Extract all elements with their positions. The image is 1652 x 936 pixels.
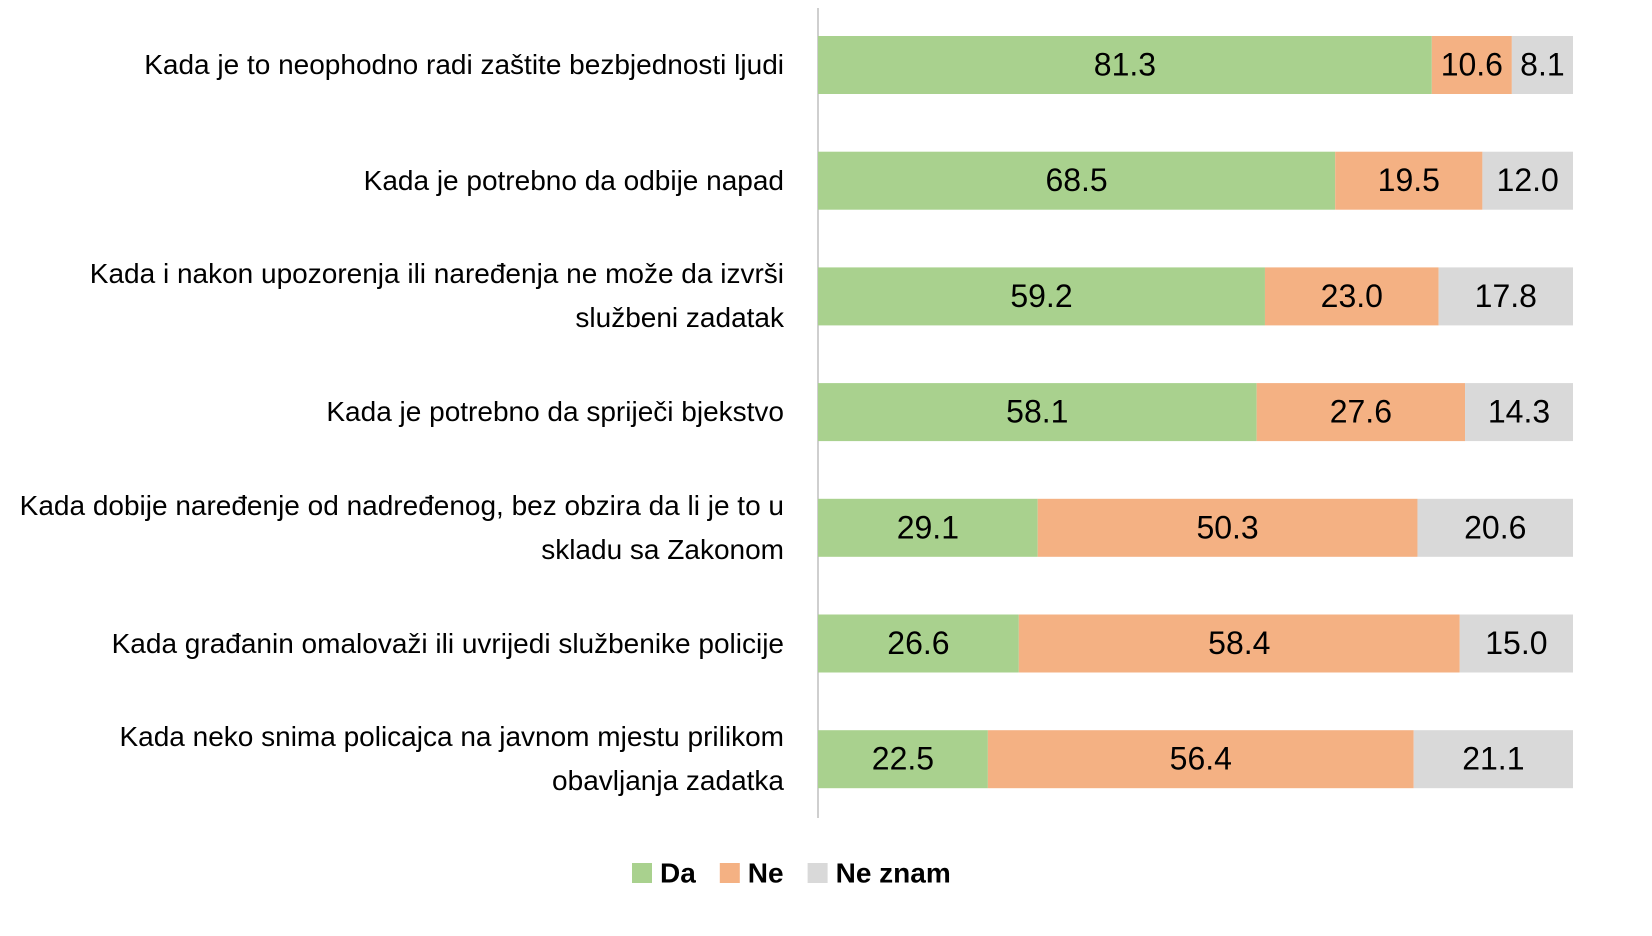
value-label: 56.4	[1170, 741, 1232, 777]
bar-segment	[1018, 614, 1460, 673]
value-label: 19.5	[1378, 162, 1440, 198]
legend-label: Ne	[748, 857, 784, 888]
value-label: 15.0	[1485, 625, 1547, 661]
value-label: 12.0	[1497, 162, 1559, 198]
value-label: 22.5	[872, 741, 934, 777]
bar-segment	[1438, 267, 1573, 326]
value-label: 59.2	[1010, 278, 1072, 314]
bar-segment	[1417, 498, 1573, 557]
bar-segment	[818, 36, 1432, 94]
bar-segment	[987, 730, 1414, 789]
value-label: 10.6	[1441, 46, 1503, 82]
bar-segment	[818, 151, 1336, 210]
value-label: 14.3	[1488, 394, 1550, 430]
bar-segment	[1431, 36, 1512, 94]
bar-segment	[1482, 151, 1573, 210]
category-label: Kada je potrebno da odbije napad	[363, 164, 784, 196]
value-label: 20.6	[1464, 509, 1526, 545]
value-label: 58.1	[1006, 394, 1068, 430]
bar-segment	[818, 614, 1019, 673]
category-label: Kada neko snima policajca na javnom mjes…	[119, 721, 784, 797]
value-label: 21.1	[1462, 741, 1524, 777]
legend-swatch	[719, 863, 740, 883]
bar-segment	[1465, 383, 1573, 442]
legend-label: Ne znam	[836, 857, 951, 888]
bar-segment	[818, 267, 1265, 326]
bar-segment	[1511, 36, 1573, 94]
bar-segment	[1413, 730, 1573, 789]
bar-segment	[1335, 151, 1483, 210]
value-label: 29.1	[897, 509, 959, 545]
category-label: Kada dobije naređenje od nadređenog, bez…	[19, 489, 784, 565]
value-label: 8.1	[1520, 46, 1564, 82]
value-label: 17.8	[1475, 278, 1537, 314]
bar-segment	[1264, 267, 1439, 326]
value-label: 50.3	[1196, 509, 1258, 545]
value-label: 23.0	[1321, 278, 1383, 314]
legend-swatch	[807, 863, 828, 883]
bar-segment	[818, 730, 988, 789]
bar-segment	[1037, 498, 1418, 557]
bar-segment	[1459, 614, 1573, 673]
legend-label: Da	[660, 857, 696, 888]
legend-swatch	[632, 863, 652, 883]
value-label: 27.6	[1330, 394, 1392, 430]
bar-segment	[818, 498, 1038, 557]
value-label: 26.6	[887, 625, 949, 661]
category-label: Kada je potrebno da spriječi bjekstvo	[326, 396, 784, 428]
value-label: 81.3	[1094, 46, 1156, 82]
category-label: Kada i nakon upozorenja ili naređenja ne…	[89, 258, 784, 334]
value-label: 68.5	[1045, 162, 1107, 198]
value-label: 58.4	[1208, 625, 1270, 661]
bar-segment	[818, 383, 1257, 442]
category-label: Kada građanin omalovaži ili uvrijedi slu…	[111, 627, 784, 659]
category-label: Kada je to neophodno radi zaštite bezbje…	[144, 49, 784, 80]
bar-segment	[1256, 383, 1466, 442]
